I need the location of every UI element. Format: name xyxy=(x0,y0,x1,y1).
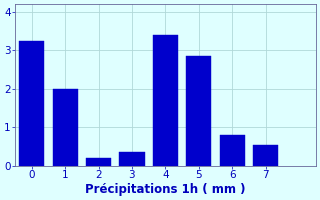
Bar xyxy=(220,135,245,166)
Bar xyxy=(86,158,111,166)
Bar xyxy=(253,145,278,166)
Bar xyxy=(52,89,78,166)
Bar xyxy=(119,152,145,166)
X-axis label: Précipitations 1h ( mm ): Précipitations 1h ( mm ) xyxy=(85,183,246,196)
Bar xyxy=(186,56,212,166)
Bar xyxy=(19,41,44,166)
Bar xyxy=(153,35,178,166)
